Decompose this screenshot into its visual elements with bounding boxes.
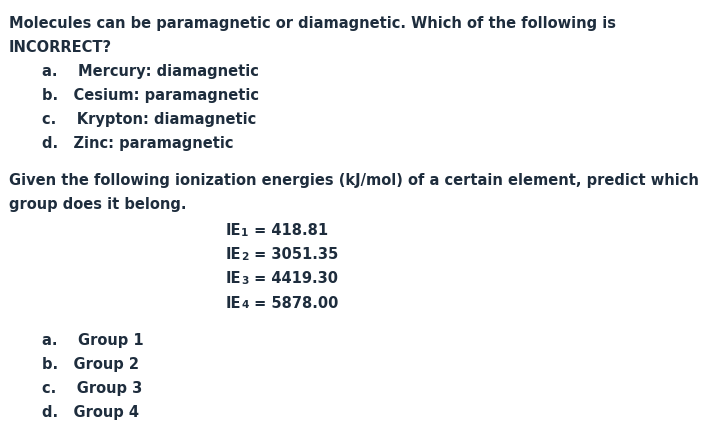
Text: group does it belong.: group does it belong. — [9, 197, 186, 212]
Text: = 3051.35: = 3051.35 — [249, 247, 339, 263]
Text: Given the following ionization energies (kJ/mol) of a certain element, predict w: Given the following ionization energies … — [9, 173, 699, 188]
Text: 2: 2 — [241, 252, 248, 262]
Text: c.    Krypton: diamagnetic: c. Krypton: diamagnetic — [42, 112, 256, 127]
Text: a.    Group 1: a. Group 1 — [42, 333, 143, 348]
Text: d.   Zinc: paramagnetic: d. Zinc: paramagnetic — [42, 136, 233, 151]
Text: 4: 4 — [241, 300, 248, 310]
Text: IE: IE — [226, 247, 241, 263]
Text: Molecules can be paramagnetic or diamagnetic. Which of the following is: Molecules can be paramagnetic or diamagn… — [9, 16, 616, 31]
Text: = 418.81: = 418.81 — [249, 223, 329, 239]
Text: b.   Group 2: b. Group 2 — [42, 357, 138, 372]
Text: = 5878.00: = 5878.00 — [249, 295, 339, 311]
Text: IE: IE — [226, 271, 241, 287]
Text: a.    Mercury: diamagnetic: a. Mercury: diamagnetic — [42, 64, 258, 79]
Text: IE: IE — [226, 295, 241, 311]
Text: = 4419.30: = 4419.30 — [249, 271, 338, 287]
Text: 3: 3 — [241, 276, 248, 286]
Text: c.    Group 3: c. Group 3 — [42, 381, 142, 396]
Text: 1: 1 — [241, 228, 248, 238]
Text: d.   Group 4: d. Group 4 — [42, 405, 138, 420]
Text: INCORRECT?: INCORRECT? — [9, 40, 112, 55]
Text: b.   Cesium: paramagnetic: b. Cesium: paramagnetic — [42, 88, 258, 103]
Text: IE: IE — [226, 223, 241, 239]
